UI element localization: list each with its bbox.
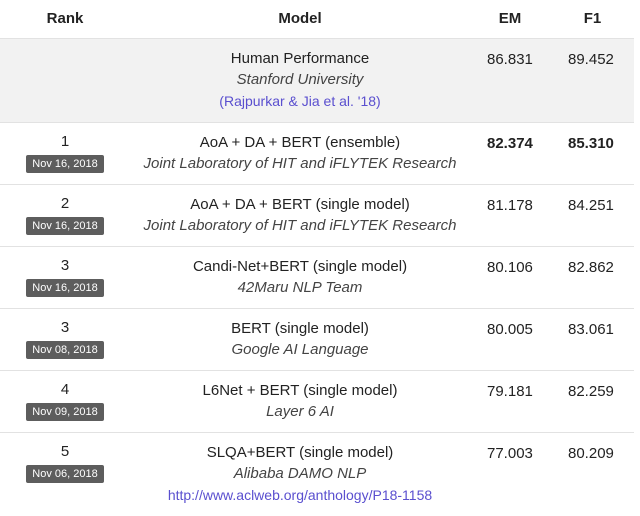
model-org: Stanford University	[236, 71, 364, 88]
rank-cell: 3 Nov 08, 2018	[0, 309, 130, 359]
em-score: 80.005	[487, 321, 533, 338]
header-f1: F1	[583, 10, 602, 27]
model-name: AoA + DA + BERT (single model)	[190, 196, 410, 213]
rank-number: 1	[60, 133, 70, 150]
human-performance-row: Human Performance Stanford University (R…	[0, 38, 634, 123]
date-badge: Nov 06, 2018	[26, 465, 104, 483]
model-name: Candi-Net+BERT (single model)	[192, 258, 408, 275]
model-name: AoA + DA + BERT (ensemble)	[199, 134, 401, 151]
model-name: Human Performance	[230, 50, 370, 67]
table-row: 1 Nov 16, 2018 AoA + DA + BERT (ensemble…	[0, 122, 634, 185]
rank-number: 3	[60, 257, 70, 274]
model-cell: AoA + DA + BERT (single model) Joint Lab…	[130, 185, 470, 237]
table-row: 2 Nov 16, 2018 AoA + DA + BERT (single m…	[0, 184, 634, 247]
rank-cell: 2 Nov 16, 2018	[0, 185, 130, 235]
f1-score: 82.259	[568, 383, 614, 400]
em-score: 80.106	[487, 259, 533, 276]
model-org: Layer 6 AI	[266, 403, 334, 420]
f1-score: 82.862	[568, 259, 614, 276]
rank-number: 4	[60, 381, 70, 398]
model-cell: BERT (single model) Google AI Language	[130, 309, 470, 361]
model-cell: AoA + DA + BERT (ensemble) Joint Laborat…	[130, 123, 470, 175]
rank-cell: 4 Nov 09, 2018	[0, 371, 130, 421]
model-cell: L6Net + BERT (single model) Layer 6 AI	[130, 371, 470, 423]
model-cell: SLQA+BERT (single model) Alibaba DAMO NL…	[130, 433, 470, 505]
model-org: Alibaba DAMO NLP	[233, 465, 367, 482]
model-cell: Human Performance Stanford University (R…	[130, 39, 470, 111]
rank-number: 5	[60, 443, 70, 460]
em-score: 86.831	[487, 51, 533, 68]
f1-score: 89.452	[568, 51, 614, 68]
header-rank: Rank	[46, 10, 84, 27]
rank-cell: 1 Nov 16, 2018	[0, 123, 130, 173]
date-badge: Nov 08, 2018	[26, 341, 104, 359]
table-row: 3 Nov 16, 2018 Candi-Net+BERT (single mo…	[0, 246, 634, 309]
model-org: Google AI Language	[231, 341, 369, 358]
model-cell: Candi-Net+BERT (single model) 42Maru NLP…	[130, 247, 470, 299]
model-org: Joint Laboratory of HIT and iFLYTEK Rese…	[143, 155, 457, 172]
date-badge: Nov 16, 2018	[26, 217, 104, 235]
table-row: 4 Nov 09, 2018 L6Net + BERT (single mode…	[0, 370, 634, 433]
table-header: Rank Model EM F1	[0, 0, 640, 38]
em-score: 79.181	[487, 383, 533, 400]
model-name: BERT (single model)	[231, 320, 369, 337]
date-badge: Nov 09, 2018	[26, 403, 104, 421]
f1-score: 83.061	[568, 321, 614, 338]
model-name: SLQA+BERT (single model)	[206, 444, 394, 461]
model-org: Joint Laboratory of HIT and iFLYTEK Rese…	[143, 217, 457, 234]
f1-score: 84.251	[568, 197, 614, 214]
table-row: 5 Nov 06, 2018 SLQA+BERT (single model) …	[0, 432, 634, 516]
date-badge: Nov 16, 2018	[26, 155, 104, 173]
header-em: EM	[498, 10, 522, 27]
em-score: 82.374	[487, 135, 533, 152]
date-badge: Nov 16, 2018	[26, 279, 104, 297]
rank-cell: 5 Nov 06, 2018	[0, 433, 130, 483]
model-name: L6Net + BERT (single model)	[202, 382, 398, 399]
rank-number: 3	[60, 319, 70, 336]
table-row: 3 Nov 08, 2018 BERT (single model) Googl…	[0, 308, 634, 371]
em-score: 77.003	[487, 445, 533, 462]
header-model: Model	[278, 10, 322, 27]
f1-score: 85.310	[568, 135, 614, 152]
paper-link[interactable]: http://www.aclweb.org/anthology/P18-1158	[167, 487, 433, 503]
f1-score: 80.209	[568, 445, 614, 462]
model-org: 42Maru NLP Team	[237, 279, 363, 296]
reference-link[interactable]: (Rajpurkar & Jia et al. '18)	[219, 93, 381, 109]
rank-cell: 3 Nov 16, 2018	[0, 247, 130, 297]
em-score: 81.178	[487, 197, 533, 214]
rank-number: 2	[60, 195, 70, 212]
